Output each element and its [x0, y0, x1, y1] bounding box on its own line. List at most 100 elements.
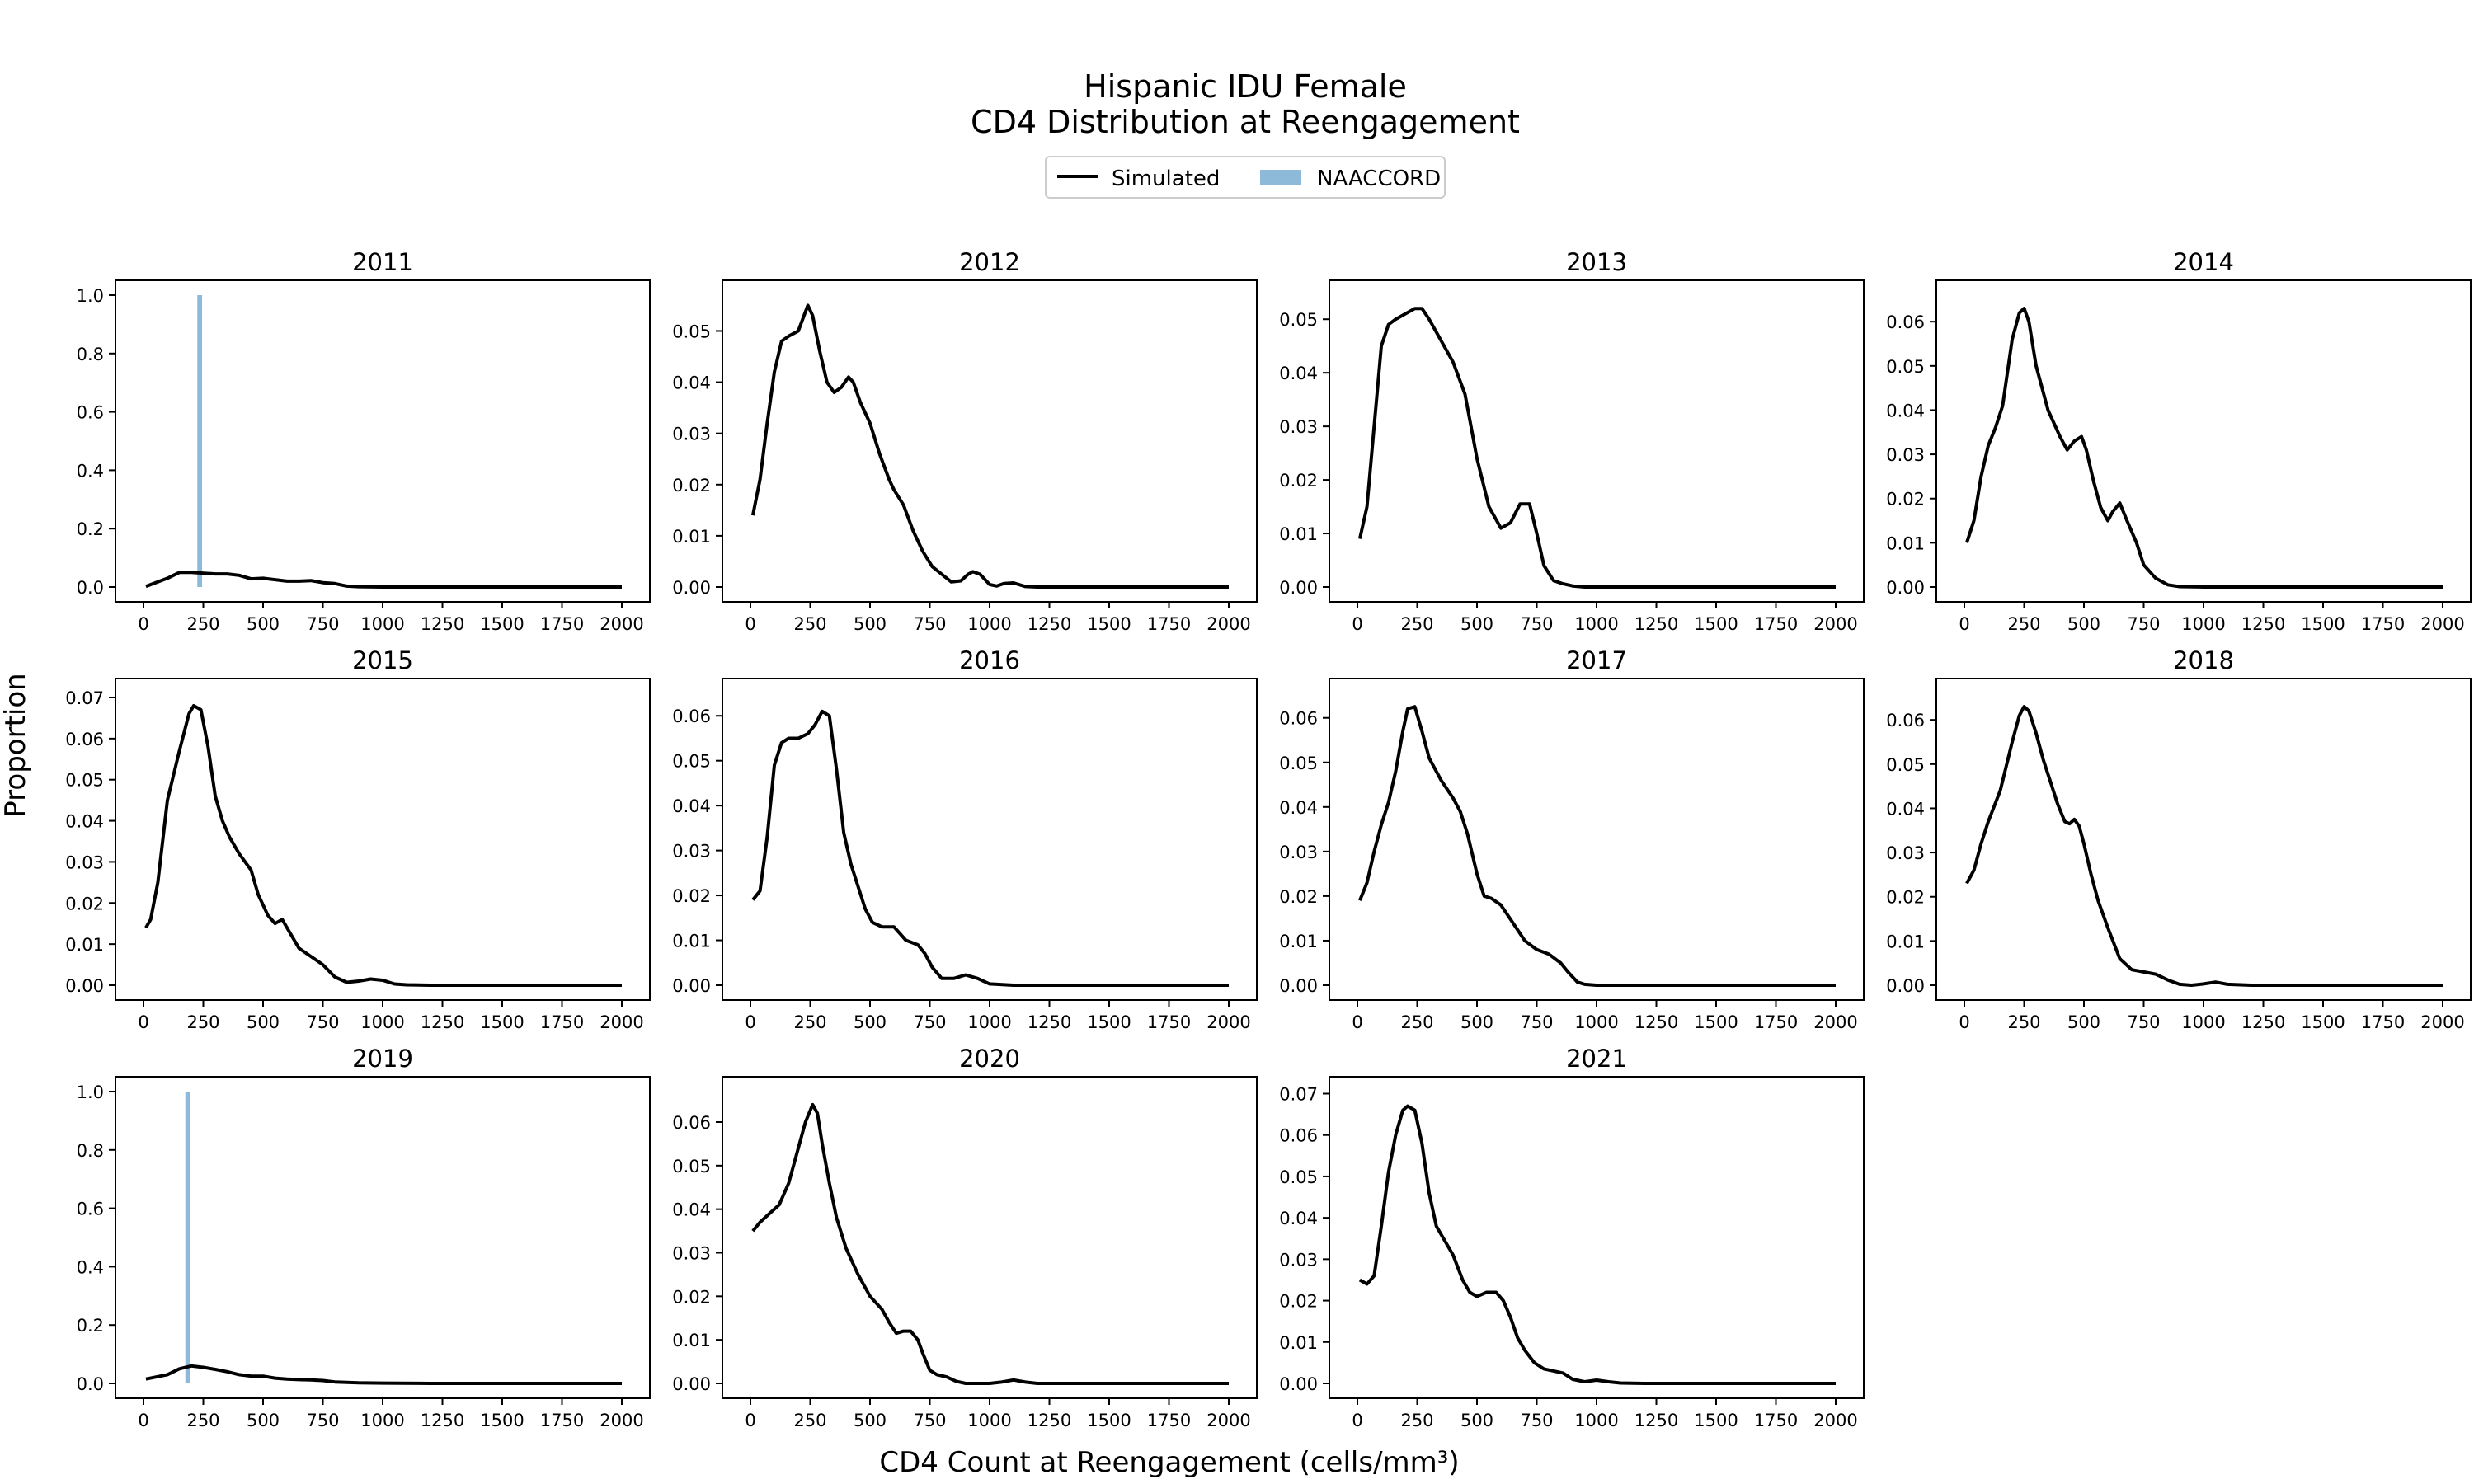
x-tick-label: 1750	[1147, 614, 1191, 634]
x-tick-label: 1000	[2181, 614, 2225, 634]
x-tick-label: 1500	[2301, 1012, 2345, 1032]
y-tick-label: 0.01	[1279, 1333, 1318, 1353]
x-tick-label: 1000	[1574, 1411, 1618, 1430]
y-tick-label: 0.05	[1279, 754, 1318, 773]
y-tick-label: 0.8	[77, 345, 104, 364]
x-tick-label: 1000	[1574, 1012, 1618, 1032]
x-tick-label: 1500	[1694, 1012, 1738, 1032]
x-tick-label: 1250	[421, 1012, 464, 1032]
x-tick-label: 1500	[1087, 1012, 1131, 1032]
y-axis-label: Proportion	[0, 673, 32, 817]
x-tick-label: 750	[913, 614, 946, 634]
x-tick-label: 1000	[1574, 614, 1618, 634]
y-tick-label: 0.00	[1279, 1374, 1318, 1394]
y-tick-label: 0.02	[672, 1287, 711, 1307]
x-tick-label: 1500	[1087, 614, 1131, 634]
y-tick-label: 0.07	[65, 688, 104, 708]
y-tick-label: 0.04	[672, 373, 711, 393]
subplot-2015: 2015 0 250 500 750 1000 1250 1500 1750 2000 0.00 0.…	[65, 646, 651, 1032]
subplot-frame	[115, 1076, 651, 1399]
x-tick-label: 2000	[2420, 1012, 2464, 1032]
y-tick-label: 0.04	[1279, 364, 1318, 383]
subplot-title: 2018	[2173, 646, 2234, 674]
subplot-grid: 2011 0 250 500 750 1000 1250 1500 1750 2000 0.0 0.2…	[65, 248, 2472, 1430]
y-tick-label: 0.6	[77, 403, 104, 423]
x-tick-label: 2000	[1813, 1012, 1857, 1032]
x-tick-label: 2000	[1206, 1411, 1250, 1430]
y-tick-label: 0.01	[1279, 932, 1318, 951]
x-tick-label: 1750	[540, 614, 584, 634]
x-tick-label: 1750	[1754, 1012, 1798, 1032]
x-tick-label: 1500	[1694, 1411, 1738, 1430]
x-tick-label: 250	[2007, 614, 2040, 634]
x-tick-label: 1000	[360, 1411, 404, 1430]
x-tick-label: 1000	[967, 614, 1011, 634]
y-tick-label: 0.00	[65, 976, 104, 996]
y-tick-label: 0.04	[1279, 1209, 1318, 1228]
y-tick-label: 0.03	[672, 842, 711, 862]
naaccord-bar	[197, 295, 203, 587]
y-tick-label: 0.02	[1279, 471, 1318, 491]
x-tick-label: 500	[1460, 614, 1493, 634]
y-tick-label: 0.03	[1279, 843, 1318, 862]
y-tick-label: 0.01	[672, 1331, 711, 1350]
x-tick-label: 1000	[2181, 1012, 2225, 1032]
x-tick-label: 500	[854, 614, 887, 634]
y-tick-label: 0.00	[672, 976, 711, 996]
figure-title-line2: CD4 Distribution at Reengagement	[971, 104, 1520, 140]
subplot-2018: 2018 0 250 500 750 1000 1250 1500 1750 2000 0.00 0.…	[1886, 646, 2472, 1032]
y-tick-label: 0.04	[1886, 401, 1925, 420]
y-tick-label: 0.2	[77, 519, 104, 539]
y-tick-label: 0.04	[1886, 799, 1925, 819]
y-tick-label: 0.4	[77, 1257, 104, 1277]
x-tick-label: 750	[1520, 1012, 1553, 1032]
simulated-line	[1965, 705, 2443, 987]
x-tick-label: 500	[247, 1012, 280, 1032]
y-tick-label: 1.0	[77, 1082, 104, 1102]
simulated-line	[751, 709, 1229, 987]
y-tick-label: 0.01	[672, 932, 711, 951]
y-tick-label: 0.06	[672, 707, 711, 726]
subplot-2014: 2014 0 250 500 750 1000 1250 1500 1750 2000 0.00 0.…	[1886, 248, 2472, 634]
x-tick-label: 1250	[2241, 1012, 2285, 1032]
x-tick-label: 250	[186, 614, 219, 634]
x-tick-label: 750	[306, 1012, 339, 1032]
y-tick-label: 0.00	[1886, 578, 1925, 598]
x-tick-label: 1750	[1147, 1012, 1191, 1032]
x-tick-label: 0	[1352, 1411, 1362, 1430]
x-tick-label: 1250	[1634, 1012, 1678, 1032]
simulated-line	[750, 303, 1229, 589]
simulated-line	[144, 704, 622, 987]
x-tick-label: 0	[1352, 1012, 1362, 1032]
x-axis-label: CD4 Count at Reengagement (cells/mm³)	[879, 1446, 1459, 1479]
x-tick-label: 500	[2067, 1012, 2100, 1032]
y-tick-label: 0.2	[77, 1316, 104, 1336]
y-tick-label: 0.02	[1279, 1292, 1318, 1312]
x-tick-label: 0	[1959, 614, 1969, 634]
y-tick-label: 1.0	[77, 286, 104, 306]
x-tick-label: 500	[247, 1411, 280, 1430]
subplot-title: 2017	[1566, 646, 1627, 674]
y-tick-label: 0.06	[1279, 1126, 1318, 1146]
y-tick-label: 0.02	[672, 476, 711, 495]
subplot-title: 2021	[1566, 1045, 1627, 1073]
x-tick-label: 1500	[1087, 1411, 1131, 1430]
y-tick-label: 0.02	[65, 894, 104, 913]
x-tick-label: 1250	[421, 614, 464, 634]
figure-title-line1: Hispanic IDU Female	[1084, 68, 1407, 105]
x-tick-label: 1250	[1634, 614, 1678, 634]
y-tick-label: 0.02	[1886, 888, 1925, 908]
simulated-line	[145, 571, 622, 589]
x-tick-label: 750	[2127, 1012, 2160, 1032]
y-tick-label: 0.01	[65, 935, 104, 955]
y-tick-label: 0.01	[1886, 533, 1925, 553]
x-tick-label: 750	[2127, 614, 2160, 634]
legend: Simulated NAACCORD	[1045, 156, 1446, 199]
y-tick-label: 0.03	[1886, 843, 1925, 863]
x-tick-label: 1500	[2301, 614, 2345, 634]
subplot-frame	[1329, 678, 1865, 1001]
subplot-2013: 2013 0 250 500 750 1000 1250 1500 1750 2000 0.00 0.…	[1279, 248, 1865, 634]
subplot-title: 2015	[352, 646, 413, 674]
y-tick-label: 0.05	[1279, 310, 1318, 330]
x-tick-label: 2000	[1206, 614, 1250, 634]
